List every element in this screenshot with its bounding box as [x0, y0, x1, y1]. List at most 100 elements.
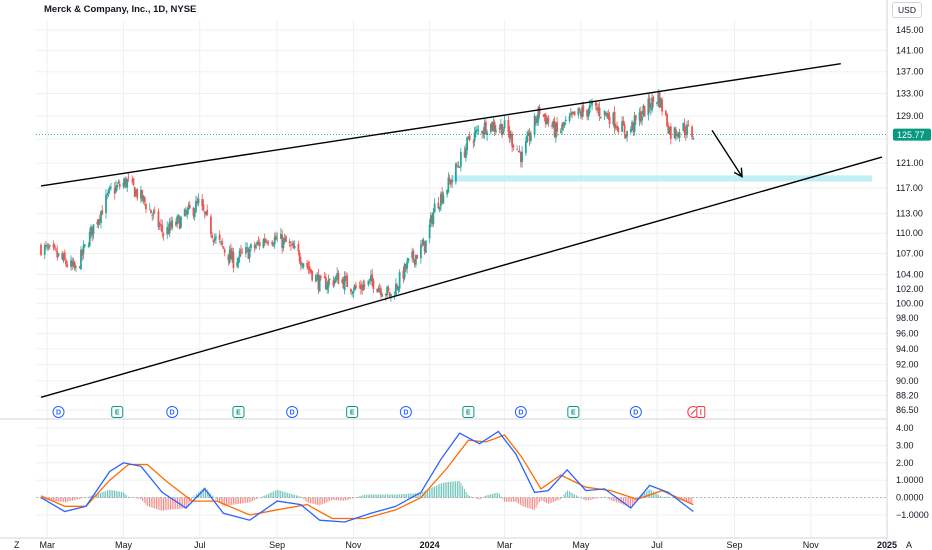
- candle-body: [422, 239, 425, 246]
- time-tick-label: Nov: [345, 540, 362, 550]
- price-tick-label: 121.00: [896, 158, 924, 168]
- price-tick-label: 145.00: [896, 25, 924, 35]
- candle-body: [403, 263, 406, 279]
- dividend-marker: [52, 406, 65, 418]
- candle-body: [265, 240, 267, 243]
- candle-body: [285, 236, 287, 242]
- candle-body: [664, 110, 667, 115]
- candle-body: [70, 260, 72, 267]
- candle-body: [464, 148, 467, 158]
- candle-body: [166, 226, 169, 235]
- candle-body: [317, 274, 320, 290]
- candle-body: [521, 151, 524, 162]
- candle-body: [457, 165, 460, 167]
- candle-body: [263, 238, 266, 243]
- candle-body: [333, 280, 336, 284]
- candle-body: [211, 235, 214, 238]
- candle-body: [603, 110, 606, 116]
- candle-body: [613, 111, 616, 129]
- price-tick-label: 100.00: [896, 298, 924, 308]
- time-tick-label: Jul: [194, 540, 206, 550]
- earnings-marker: [232, 406, 245, 418]
- candle-body: [648, 98, 651, 108]
- candle-body: [346, 275, 349, 288]
- candle-body: [236, 262, 239, 267]
- candle-body: [413, 259, 416, 265]
- candle-body: [122, 182, 125, 187]
- candle-body: [132, 178, 135, 186]
- candle-body: [145, 203, 147, 210]
- candle-body: [631, 121, 633, 130]
- candle-body: [556, 121, 558, 132]
- candle-body: [673, 127, 676, 138]
- candle-body: [40, 244, 42, 255]
- candle-body: [441, 192, 444, 203]
- candle-body: [623, 124, 626, 134]
- candle-body: [599, 116, 602, 118]
- candle-body: [96, 222, 99, 224]
- projection-arrow-head: [733, 167, 743, 178]
- candle-body: [486, 132, 489, 135]
- candle-body: [458, 167, 461, 169]
- candle-body: [643, 105, 646, 117]
- candle-body: [396, 285, 399, 289]
- candle-body: [72, 261, 75, 267]
- last-price-label: 125.77: [897, 130, 925, 140]
- candle-body: [582, 105, 585, 112]
- candle-body: [143, 197, 146, 203]
- candle-body: [311, 270, 314, 281]
- time-tick-label: Sep: [269, 540, 285, 550]
- candle-body: [318, 276, 321, 292]
- candle-body: [543, 113, 546, 117]
- macd-tick-label: 3.00: [896, 440, 914, 450]
- candle-body: [589, 103, 592, 105]
- candle-body: [262, 239, 265, 248]
- earnings-marker-label: E: [466, 410, 471, 417]
- candle-body: [97, 220, 100, 226]
- candle-body: [384, 293, 387, 296]
- candle-body: [167, 228, 170, 235]
- candle-body: [447, 177, 450, 192]
- candle-body: [423, 241, 426, 252]
- candle-body: [614, 127, 617, 129]
- candle-body: [231, 251, 234, 261]
- candle-body: [626, 131, 628, 137]
- candle-body: [75, 266, 77, 267]
- candle-body: [658, 91, 661, 108]
- candle-body: [161, 225, 164, 233]
- candle-body: [519, 152, 522, 163]
- candle-body: [116, 184, 119, 188]
- candle-body: [307, 266, 310, 269]
- candle-body: [578, 110, 581, 112]
- candle-body: [290, 245, 292, 246]
- macd-tick-label: −1.0000: [896, 510, 929, 520]
- candle-body: [63, 252, 66, 260]
- candle-body: [438, 206, 441, 210]
- candle-body: [572, 111, 575, 114]
- candle-body: [352, 291, 355, 294]
- candle-body: [484, 121, 487, 134]
- candle-body: [197, 198, 200, 204]
- currency-button[interactable]: USD: [892, 2, 922, 18]
- candle-body: [431, 215, 434, 225]
- candle-body: [683, 123, 686, 134]
- candle-body: [52, 244, 55, 248]
- candle-body: [476, 129, 479, 131]
- candle-body: [256, 241, 259, 245]
- dividend-marker-label: D: [518, 410, 523, 417]
- candle-body: [676, 135, 678, 137]
- dividend-marker-label: D: [633, 410, 638, 417]
- candle-body: [152, 211, 155, 215]
- candle-body: [368, 278, 371, 281]
- candle-body: [351, 292, 354, 294]
- candle-body: [336, 273, 339, 278]
- candle-body: [87, 245, 90, 247]
- candle-body: [267, 242, 270, 244]
- candle-body: [302, 263, 305, 267]
- candle-body: [66, 264, 69, 267]
- candle-body: [629, 128, 632, 133]
- candle-body: [466, 137, 469, 151]
- candle-body: [350, 288, 352, 292]
- candle-body: [607, 113, 610, 119]
